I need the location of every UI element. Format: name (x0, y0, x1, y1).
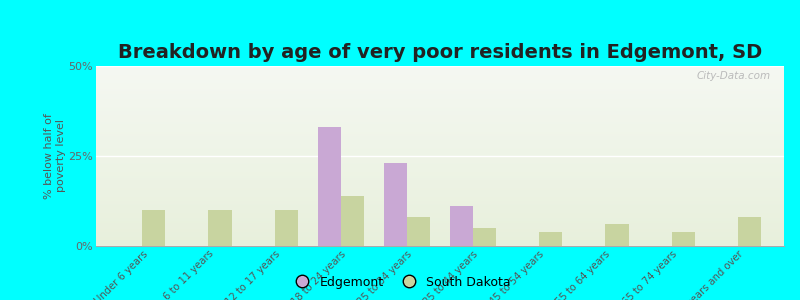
Bar (606, 224, 629, 246)
Bar (209, 210, 232, 246)
Bar (142, 210, 166, 246)
Bar (407, 217, 430, 246)
Bar (274, 210, 298, 246)
Bar (450, 206, 473, 246)
Bar (318, 127, 341, 246)
Legend: Edgemont, South Dakota: Edgemont, South Dakota (284, 271, 516, 294)
Bar (384, 163, 407, 246)
Y-axis label: % below half of
poverty level: % below half of poverty level (44, 113, 66, 199)
Bar (671, 232, 694, 246)
Bar (738, 217, 761, 246)
Title: Breakdown by age of very poor residents in Edgemont, SD: Breakdown by age of very poor residents … (118, 43, 762, 62)
Bar (539, 232, 562, 246)
Text: City-Data.com: City-Data.com (696, 71, 770, 81)
Bar (341, 196, 364, 246)
Bar (473, 228, 496, 246)
